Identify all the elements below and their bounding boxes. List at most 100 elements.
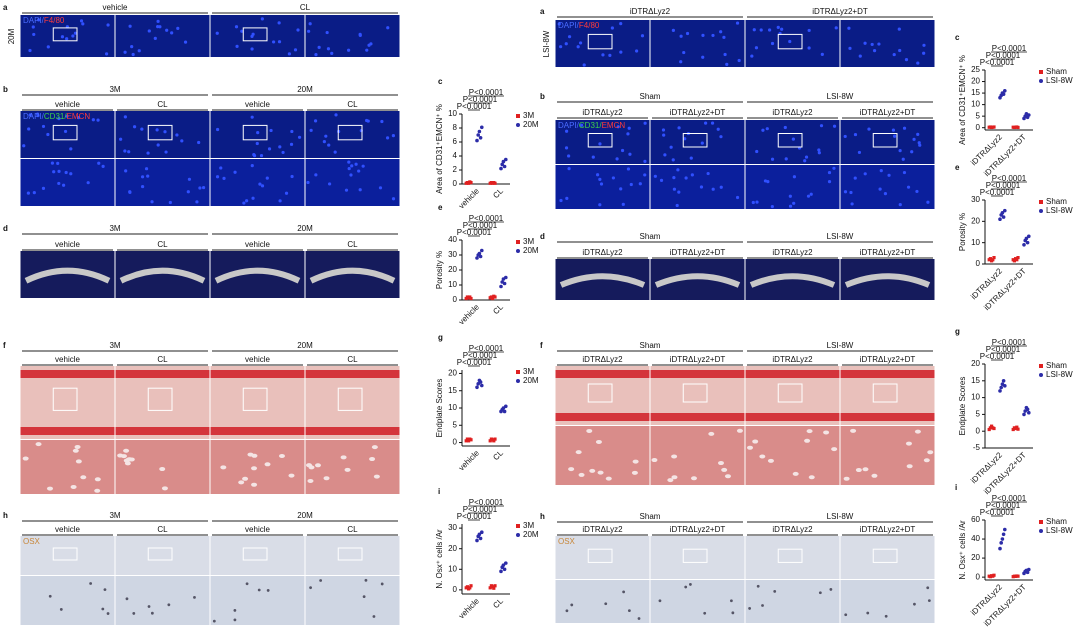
legend-marker: [1039, 364, 1043, 368]
y-axis-label: N. Osx⁺ cells /Ar: [958, 520, 967, 580]
nucleus: [788, 194, 792, 198]
legend-marker: [516, 379, 520, 383]
cell: [101, 607, 105, 611]
nucleus: [347, 160, 351, 164]
nucleus: [197, 140, 201, 145]
roi-box: [147, 547, 173, 561]
chondrocyte: [671, 475, 678, 480]
cell: [167, 603, 171, 607]
stain-part: DAPI/: [558, 21, 580, 30]
y-tick-label: 20: [971, 216, 980, 225]
nucleus: [222, 176, 226, 180]
nucleus: [926, 200, 930, 204]
nucleus: [690, 173, 694, 177]
group-header: 20M: [297, 224, 313, 233]
nucleus: [725, 62, 729, 66]
nucleus: [284, 191, 289, 195]
column-header: iDTRΔLyz2+DT: [860, 525, 916, 534]
data-point: [475, 385, 479, 390]
nucleus: [234, 25, 239, 29]
nucleus: [611, 176, 615, 180]
nucleus: [146, 151, 150, 155]
column-header: iDTRΔLyz2: [582, 248, 623, 257]
nucleus: [843, 134, 847, 139]
data-point: [499, 284, 503, 289]
legend-label: LSI-8W: [1046, 206, 1073, 215]
y-tick-label: 0: [976, 259, 981, 268]
data-point: [992, 426, 996, 431]
bone-section: [24, 267, 111, 284]
chondrocyte: [94, 488, 101, 493]
nucleus: [719, 135, 723, 139]
micrograph: [305, 440, 400, 494]
data-point: [501, 563, 506, 567]
nucleus: [235, 44, 239, 48]
chondrocyte: [792, 471, 799, 476]
nucleus: [872, 49, 877, 53]
chondrocyte: [123, 448, 130, 453]
nucleus: [643, 121, 647, 125]
nucleus: [853, 176, 857, 180]
data-point: [504, 275, 508, 280]
nucleus: [902, 170, 907, 175]
data-point: [1000, 537, 1005, 541]
nucleus: [701, 55, 705, 59]
nucleus: [256, 131, 260, 135]
cell: [372, 615, 376, 618]
nucleus: [313, 119, 318, 123]
cell: [884, 614, 888, 618]
data-point: [504, 404, 508, 409]
nucleus: [683, 137, 687, 141]
group-header: Sham: [640, 341, 661, 350]
cell: [689, 583, 692, 586]
nucleus: [260, 17, 264, 21]
column-header: iDTRΔLyz2: [772, 108, 813, 117]
nucleus: [616, 125, 620, 129]
micrograph: [555, 20, 650, 67]
nucleus: [349, 173, 353, 177]
nucleus: [137, 49, 141, 53]
legend-marker: [1039, 529, 1043, 533]
p-value: P<0.0001: [986, 501, 1021, 510]
chondrocyte: [288, 473, 295, 478]
nucleus: [610, 26, 614, 30]
nucleus: [119, 137, 123, 141]
x-tick-label: CL: [491, 448, 505, 462]
data-point: [1001, 215, 1006, 219]
data-point: [987, 427, 991, 432]
nucleus: [101, 164, 105, 169]
data-point: [488, 439, 492, 443]
nucleus: [41, 124, 46, 129]
cell: [622, 590, 626, 594]
column-header: iDTRΔLyz2+DT: [670, 108, 726, 117]
column-header: CL: [347, 100, 358, 109]
data-point: [1001, 379, 1006, 383]
nucleus: [219, 166, 223, 170]
data-point: [1016, 574, 1020, 578]
nucleus: [807, 46, 811, 50]
micrograph: [650, 580, 745, 623]
micrograph: [20, 440, 115, 494]
nucleus: [250, 164, 254, 168]
data-point: [475, 256, 479, 260]
nucleus: [314, 53, 318, 57]
micrograph: [20, 576, 115, 625]
nucleus: [619, 50, 623, 54]
nucleus: [910, 150, 914, 154]
nucleus: [27, 127, 31, 131]
p-value: P<0.0001: [986, 181, 1021, 190]
nucleus: [242, 201, 246, 205]
roi-box: [777, 548, 803, 563]
nucleus: [140, 184, 145, 189]
nucleus: [752, 28, 756, 32]
nucleus: [677, 190, 681, 194]
nucleus: [123, 50, 127, 54]
column-header: iDTRΔLyz2+DT: [860, 355, 916, 364]
nucleus: [767, 28, 772, 32]
cell: [756, 584, 760, 588]
nucleus: [57, 181, 61, 186]
nucleus: [898, 149, 902, 153]
chondrocyte: [752, 439, 759, 444]
nucleus: [567, 166, 571, 171]
y-tick-label: 2: [453, 165, 458, 174]
